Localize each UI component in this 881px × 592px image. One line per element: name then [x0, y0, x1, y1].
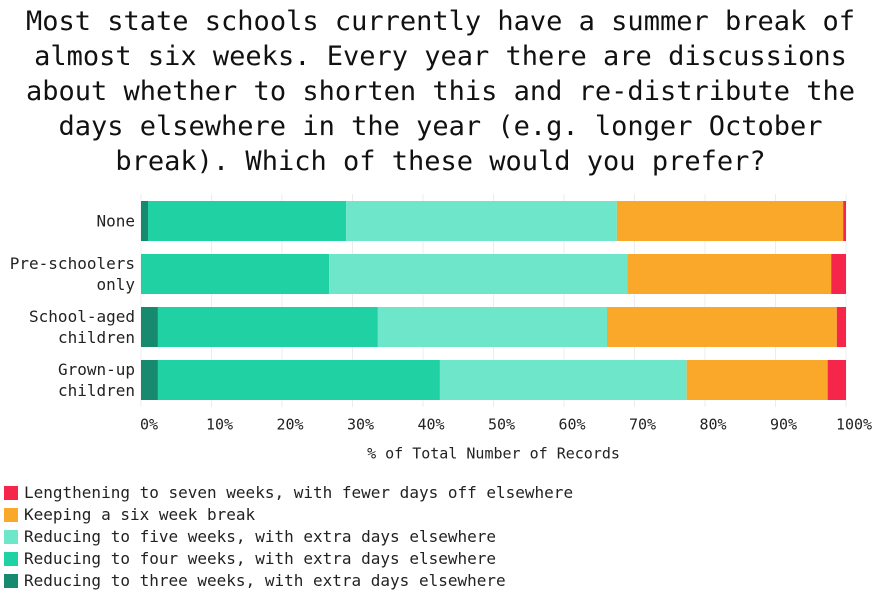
x-tick-label: 60% [558, 416, 585, 434]
bar-segment [141, 201, 149, 241]
legend-label: Reducing to five weeks, with extra days … [24, 527, 497, 546]
bar-segment [148, 201, 347, 241]
x-tick-label: 20% [276, 416, 303, 434]
chart-title: Most state schools currently have a summ… [25, 6, 856, 177]
bar-segment [831, 254, 846, 294]
legend-label: Reducing to four weeks, with extra days … [24, 549, 497, 568]
legend-item: Reducing to three weeks, with extra days… [4, 570, 573, 592]
bar-segment [346, 201, 617, 241]
bar-segment [141, 307, 158, 347]
legend-item: Keeping a six week break [4, 504, 573, 526]
y-tick-label: None [96, 211, 135, 231]
legend: Lengthening to seven weeks, with fewer d… [4, 482, 573, 592]
x-tick-label: 40% [417, 416, 444, 434]
bar-segment [157, 360, 440, 400]
x-tick-label: 10% [206, 416, 233, 434]
x-tick-label: 30% [347, 416, 374, 434]
x-tick-label: 100% [836, 416, 872, 434]
x-tick-label: 70% [629, 416, 656, 434]
legend-label: Keeping a six week break [24, 505, 256, 524]
bar-segment [439, 360, 687, 400]
bar-segment [607, 307, 837, 347]
legend-swatch [4, 552, 18, 566]
y-tick-label: School-aged children [29, 307, 135, 347]
bar-segment [141, 360, 158, 400]
bar-segment [843, 201, 846, 241]
bar-segment [616, 201, 844, 241]
bar-segment [836, 307, 846, 347]
legend-item: Lengthening to seven weeks, with fewer d… [4, 482, 573, 504]
bar-segment [686, 360, 828, 400]
legend-label: Lengthening to seven weeks, with fewer d… [24, 483, 574, 502]
x-tick-label: 90% [770, 416, 797, 434]
bar-segment [157, 307, 378, 347]
bar-segment [627, 254, 832, 294]
legend-label: Reducing to three weeks, with extra days… [24, 571, 506, 590]
bar-segment [827, 360, 846, 400]
bar-segment [329, 254, 628, 294]
legend-item: Reducing to four weeks, with extra days … [4, 548, 573, 570]
x-tick-label: 50% [488, 416, 515, 434]
legend-swatch [4, 530, 18, 544]
y-tick-label: Grown-up children [57, 360, 135, 400]
legend-item: Reducing to five weeks, with extra days … [4, 526, 573, 548]
x-axis-label: % of Total Number of Records [367, 445, 620, 463]
x-tick-label: 0% [140, 416, 158, 434]
y-tick-label: Pre-schoolers only [9, 254, 135, 294]
legend-swatch [4, 574, 18, 588]
legend-swatch [4, 508, 18, 522]
bar-segment [377, 307, 608, 347]
legend-swatch [4, 486, 18, 500]
x-tick-label: 80% [699, 416, 726, 434]
bar-segment [141, 254, 330, 294]
